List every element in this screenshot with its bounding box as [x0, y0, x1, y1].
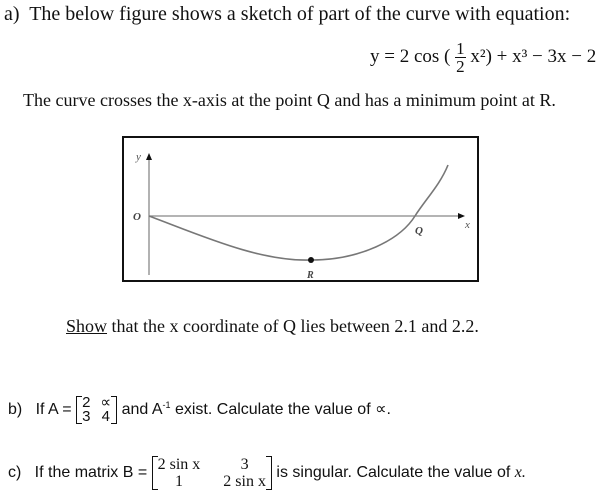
curve: [148, 164, 449, 261]
part-a-label: a): [4, 3, 20, 25]
matrix-a-cell: 3: [82, 408, 91, 425]
x-axis-arrow: [458, 213, 465, 219]
y-axis-label: y: [135, 151, 141, 163]
part-b-prefix: If A =: [35, 401, 72, 419]
point-r-label: R: [306, 270, 314, 281]
matrix-b-cell: 2 sin x: [157, 456, 201, 473]
matrix-a-cell: ∝: [100, 394, 112, 411]
part-c-suffix: is singular. Calculate the value of: [276, 464, 511, 482]
minimum-point-r: [308, 257, 314, 263]
part-c-label: c): [8, 464, 22, 482]
matrix-a-cell: 2: [82, 394, 91, 411]
x-axis-label: x: [464, 219, 470, 231]
matrix-a-cell: 4: [101, 408, 110, 425]
part-a-intro-text: The below figure shows a sketch of part …: [29, 3, 571, 25]
equation-rest: x²) + x³ − 3x − 2: [470, 45, 597, 67]
show-task: Show that the x coordinate of Q lies bet…: [66, 316, 479, 337]
show-word: Show: [66, 316, 108, 336]
figure-frame: [122, 136, 479, 282]
curve-description: The curve crosses the x-axis at the poin…: [23, 90, 556, 110]
fraction-numerator: 1: [455, 39, 466, 58]
task-text: that the x coordinate of Q lies between …: [107, 316, 479, 336]
part-c-variable: x.: [514, 464, 526, 482]
curve-figure: y x O Q R: [122, 136, 479, 282]
matrix-b-cell: 3: [240, 456, 249, 473]
matrix-b-cell: 1: [174, 473, 183, 490]
point-q-label: Q: [415, 225, 423, 237]
matrix-b-cell: 2 sin x: [223, 473, 266, 490]
part-a-intro: a) The below figure shows a sketch of pa…: [4, 3, 570, 26]
y-axis-arrow: [146, 153, 152, 160]
origin-label: O: [133, 211, 141, 223]
part-c-prefix: If the matrix B =: [34, 464, 148, 482]
inverse-superscript: -1: [162, 399, 171, 410]
equation-lhs: y = 2 cos (: [370, 45, 451, 67]
part-b-label: b): [8, 401, 23, 419]
fraction-denominator: 2: [456, 57, 465, 76]
part-b-mid: and A: [121, 401, 163, 419]
part-b-suffix: exist. Calculate the value of ∝.: [170, 401, 391, 419]
